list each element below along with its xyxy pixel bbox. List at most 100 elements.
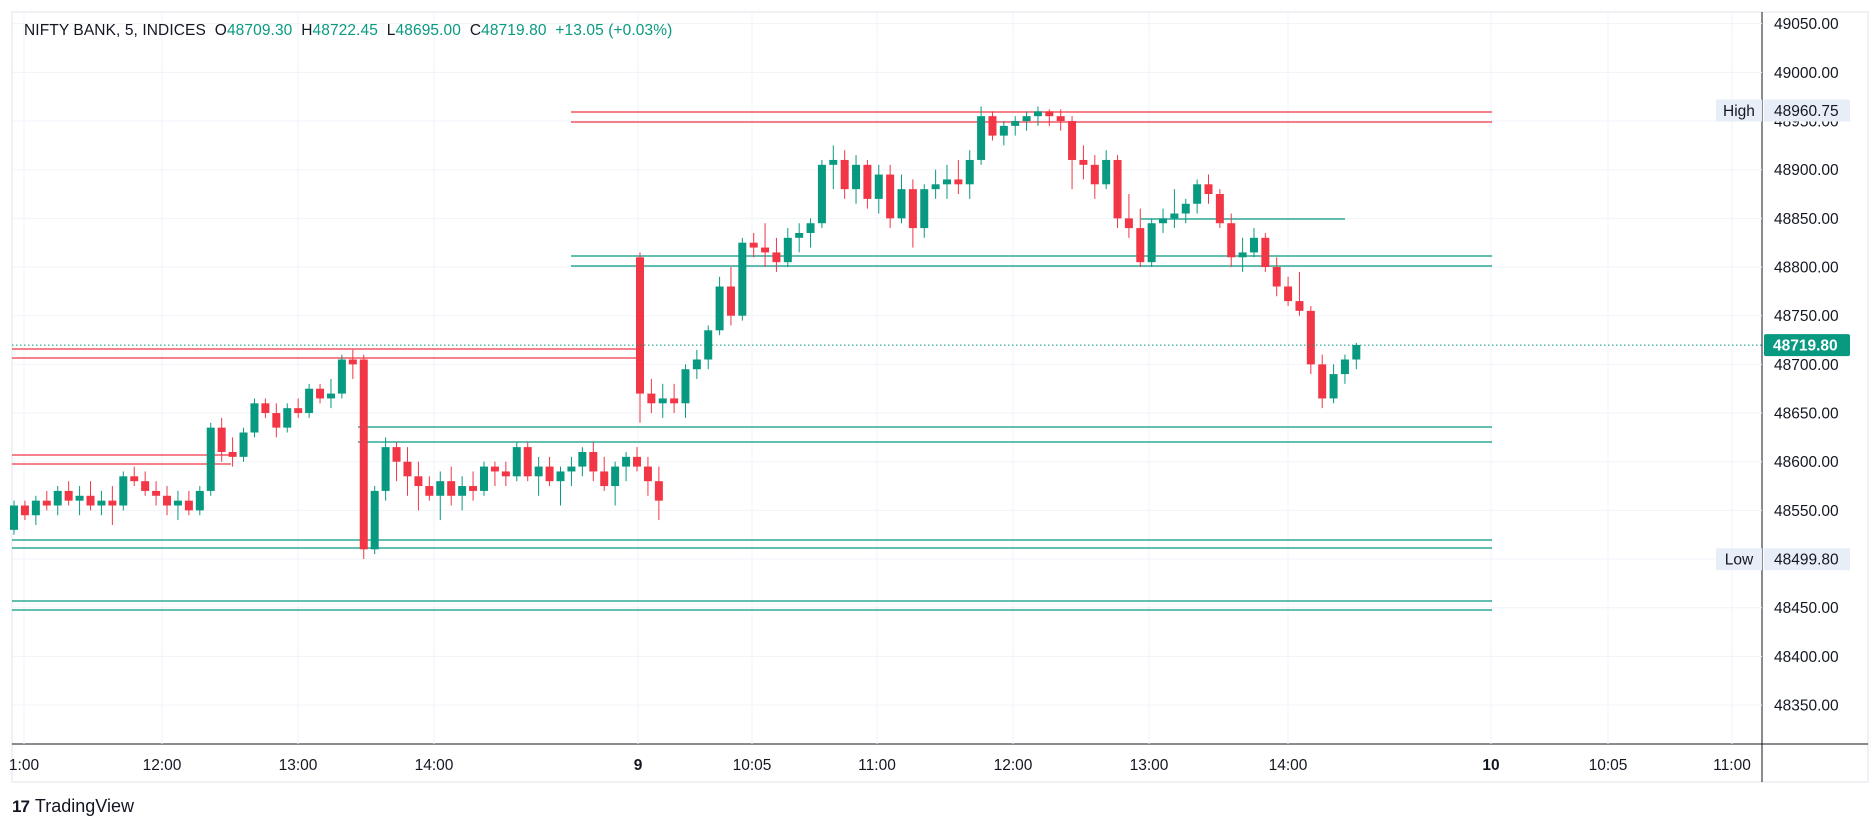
price-tag-value: 48960.75 <box>1774 103 1839 120</box>
candle <box>1022 111 1031 131</box>
candle-body <box>184 500 193 511</box>
candle <box>1136 208 1145 268</box>
candle <box>658 383 667 418</box>
candle <box>348 349 357 379</box>
candle <box>1124 194 1133 238</box>
candle <box>636 252 644 423</box>
candle <box>31 495 40 525</box>
candle <box>578 447 587 477</box>
open-value: 48709.30 <box>226 22 293 39</box>
candle <box>512 442 521 482</box>
y-tick-label: 48550.00 <box>1774 503 1839 520</box>
candle <box>64 481 73 506</box>
candle <box>1329 364 1338 404</box>
candle <box>1352 342 1361 370</box>
candle <box>920 184 929 238</box>
candle <box>772 237 781 272</box>
candle-body <box>829 159 838 165</box>
tradingview-brand[interactable]: 17 TradingView <box>12 796 134 817</box>
candle-body <box>897 189 906 219</box>
candle <box>545 456 554 487</box>
candle <box>53 486 62 516</box>
candle <box>414 461 423 511</box>
candle-body <box>1249 237 1258 253</box>
candle <box>501 461 510 487</box>
candle <box>42 490 51 511</box>
candle <box>567 456 576 487</box>
candle <box>294 398 303 418</box>
candle-body <box>578 451 587 467</box>
candle <box>1033 106 1042 126</box>
candle <box>988 111 997 141</box>
candle <box>370 486 379 555</box>
candle <box>206 422 215 496</box>
candle <box>173 490 182 521</box>
candle-body <box>152 490 161 496</box>
candle <box>479 461 488 496</box>
candle <box>20 500 29 521</box>
candle-body <box>261 403 270 414</box>
candle-body <box>305 388 314 414</box>
candle-body <box>490 466 499 472</box>
last-price-tag <box>1764 334 1850 357</box>
candle <box>622 451 631 482</box>
x-tick-label: 10 <box>1482 757 1499 774</box>
candle <box>1011 116 1020 136</box>
candle <box>670 383 679 414</box>
candle-body <box>1079 159 1088 165</box>
candle <box>490 461 499 487</box>
candle-body <box>294 408 303 414</box>
candle <box>217 417 226 462</box>
candle <box>1215 189 1224 229</box>
candle <box>381 437 390 501</box>
x-tick-label: 10:05 <box>733 757 772 774</box>
candle-body <box>1056 116 1065 122</box>
candle-body <box>589 451 598 472</box>
candle-body <box>1215 194 1224 224</box>
candle <box>738 237 747 321</box>
candle-body <box>283 408 292 428</box>
candle-body <box>31 500 40 516</box>
candle-body <box>965 159 974 185</box>
candle-body <box>647 393 656 404</box>
price-tag-value-bg <box>1764 99 1850 122</box>
candle <box>359 354 368 560</box>
y-tick-label: 48350.00 <box>1774 698 1839 715</box>
candle-body <box>643 466 652 482</box>
candle-body <box>479 466 488 491</box>
candle-body <box>326 393 335 399</box>
price-tag-value: 48499.80 <box>1774 552 1839 569</box>
close-value: 48719.80 <box>481 22 547 39</box>
candle <box>611 461 620 506</box>
candle <box>715 276 724 336</box>
candle-body <box>567 466 576 472</box>
candle <box>425 476 434 501</box>
candle-body <box>425 486 434 496</box>
candle-body <box>86 495 95 506</box>
candle <box>1318 354 1327 409</box>
candle-body <box>761 247 770 253</box>
candle <box>633 447 642 472</box>
symbol-name: NIFTY BANK, 5, INDICES <box>24 22 206 39</box>
candle-body <box>654 481 663 501</box>
candle-body <box>1090 164 1099 185</box>
candle-body <box>1045 111 1054 117</box>
y-tick-label: 48650.00 <box>1774 406 1839 423</box>
candle <box>1056 109 1065 131</box>
candle <box>1159 208 1168 233</box>
close-label: C <box>469 22 482 39</box>
candle <box>195 486 204 516</box>
candle-body <box>783 237 792 263</box>
candle-body <box>523 447 532 477</box>
candle-body <box>1204 184 1213 195</box>
candle <box>163 486 172 516</box>
candle <box>749 232 758 258</box>
price-tag-name-bg <box>1716 99 1762 122</box>
candle <box>436 471 445 521</box>
candle <box>1079 145 1088 180</box>
candle-body <box>715 286 724 331</box>
candle <box>119 471 128 511</box>
candle-body <box>1124 218 1133 229</box>
candle <box>783 228 792 268</box>
